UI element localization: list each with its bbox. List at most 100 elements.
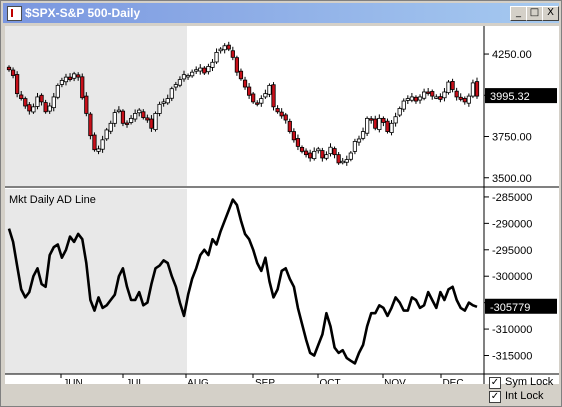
price-tick-label: 3750.00	[492, 132, 532, 144]
price-candle	[113, 113, 116, 124]
price-candle	[32, 107, 35, 112]
price-candle	[48, 106, 51, 111]
minimize-button[interactable]: _	[510, 6, 527, 21]
price-candle	[260, 99, 263, 104]
price-candle	[52, 97, 55, 108]
price-candle	[146, 118, 149, 120]
price-candle	[300, 147, 303, 151]
price-candle	[288, 121, 291, 131]
price-candle	[390, 123, 393, 132]
sym-lock-label: Sym Lock	[505, 376, 553, 388]
price-candle	[251, 94, 254, 102]
ad-tick-label: -310000	[492, 324, 532, 336]
price-candle	[60, 80, 63, 84]
maximize-button[interactable]: □	[526, 6, 543, 21]
price-candle	[158, 104, 161, 113]
ad-tick-label: -300000	[492, 271, 532, 283]
price-candle	[219, 49, 222, 51]
price-candle	[349, 153, 352, 159]
close-button[interactable]: X	[542, 6, 559, 21]
price-candle	[129, 118, 132, 122]
ad-tick-label: -285000	[492, 192, 532, 204]
chart-icon	[7, 6, 22, 21]
sym-lock-check-icon[interactable]: ✓	[489, 377, 501, 389]
price-candle	[459, 97, 462, 99]
price-candle	[68, 77, 71, 79]
price-candle	[268, 85, 271, 94]
price-candle	[414, 97, 417, 101]
price-candle	[451, 81, 454, 89]
price-candle	[24, 99, 27, 106]
price-candle	[435, 97, 438, 99]
price-candle	[333, 149, 336, 155]
price-candle	[93, 135, 96, 150]
price-candle	[109, 123, 112, 131]
price-candle	[199, 68, 202, 71]
price-candle	[337, 155, 340, 163]
chart-footer	[5, 375, 488, 405]
price-tick-label: 4250.00	[492, 49, 532, 61]
price-candle	[394, 117, 397, 123]
price-candle	[264, 94, 267, 97]
price-candle	[207, 66, 210, 71]
price-candle	[125, 123, 128, 125]
price-candle	[325, 155, 328, 159]
ad-tick-label: -290000	[492, 218, 532, 230]
price-candle	[121, 111, 124, 123]
price-candle	[190, 72, 193, 76]
price-candle	[36, 97, 39, 107]
price-candle	[292, 132, 295, 140]
price-candle	[223, 46, 226, 50]
price-candle	[138, 110, 141, 113]
price-candle	[410, 97, 413, 100]
price-candle	[15, 74, 18, 93]
window-title: $SPX-S&P 500-Daily	[25, 6, 140, 20]
price-tick-label: 3500.00	[492, 173, 532, 185]
price-candle	[426, 92, 429, 94]
price-candle	[256, 103, 259, 105]
int-lock-check-icon[interactable]: ✓	[489, 391, 501, 403]
price-candle	[162, 102, 165, 104]
price-candle	[11, 70, 14, 75]
ad-tick-label: -295000	[492, 245, 532, 257]
price-candle	[357, 139, 360, 142]
price-candle	[20, 95, 23, 99]
price-candle	[422, 92, 425, 98]
title-bar[interactable]: $SPX-S&P 500-Daily _ □ X	[3, 3, 559, 23]
price-candle	[431, 91, 434, 96]
price-candle	[7, 67, 10, 69]
price-candle	[272, 85, 275, 107]
price-candle	[166, 99, 169, 103]
price-candle	[174, 85, 177, 87]
price-candle	[345, 160, 348, 163]
price-candle	[142, 112, 145, 118]
price-candle	[317, 149, 320, 151]
price-candle	[247, 87, 250, 95]
price-candle	[76, 75, 79, 77]
price-candle	[443, 92, 446, 98]
price-candle	[235, 58, 238, 73]
price-candle	[378, 118, 381, 129]
price-candle	[28, 105, 31, 111]
price-candle	[105, 130, 108, 139]
price-candle	[97, 149, 100, 151]
price-candle	[361, 132, 364, 139]
ad-tick-label: -315000	[492, 351, 532, 363]
price-candle	[211, 62, 214, 67]
price-candle	[150, 119, 153, 128]
price-candle	[284, 115, 287, 120]
price-candle	[369, 119, 372, 121]
ad-panel-title: Mkt Daily AD Line	[9, 194, 96, 206]
price-candle	[313, 151, 316, 158]
int-lock-label: Int Lock	[505, 390, 544, 402]
price-candle	[365, 118, 368, 133]
price-candle	[117, 110, 120, 112]
price-candle	[304, 151, 307, 155]
ad-last-value-label: -305779	[490, 302, 530, 314]
price-candle	[308, 153, 311, 158]
price-candle	[402, 101, 405, 109]
price-candle	[64, 77, 67, 82]
price-candle	[133, 113, 136, 119]
price-candle	[44, 103, 47, 112]
price-candle	[475, 82, 478, 97]
